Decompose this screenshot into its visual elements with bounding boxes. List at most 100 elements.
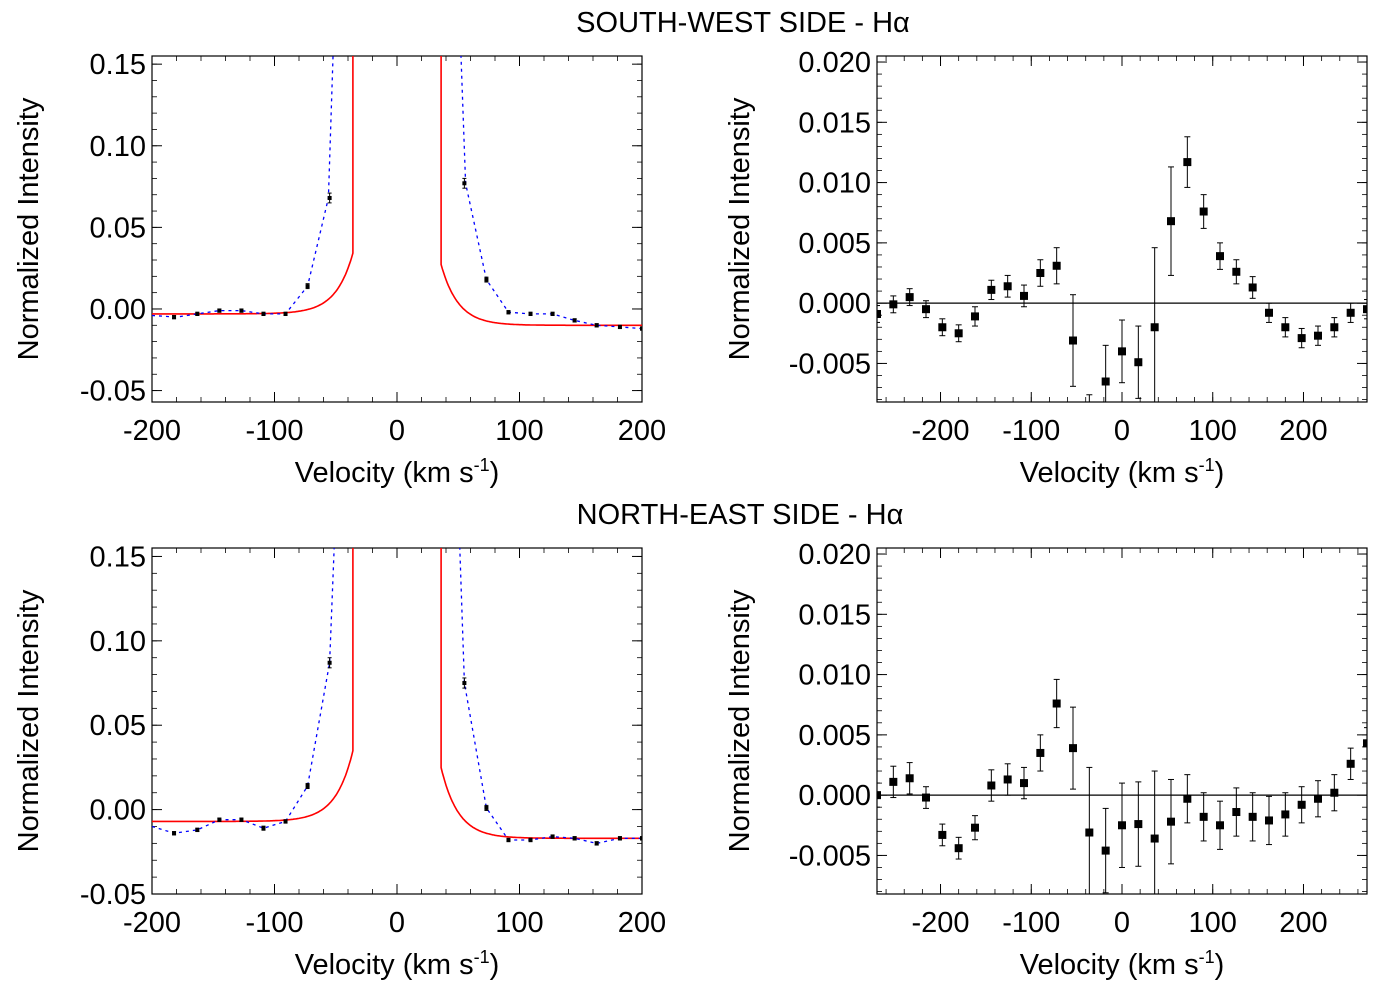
- data-point: [1052, 261, 1061, 270]
- data-point: [1281, 323, 1290, 332]
- y-axis-label: Normalized Intensity: [13, 97, 45, 360]
- data-point: [506, 310, 511, 315]
- data-point: [1118, 347, 1126, 356]
- y-tick-label: 0.015: [798, 599, 871, 631]
- x-axis-label: Velocity (km s-1): [1020, 947, 1225, 981]
- x-tick-label: 0: [389, 907, 405, 939]
- data-point: [1036, 269, 1045, 278]
- data-point: [195, 311, 200, 316]
- x-tick-label: 0: [1114, 415, 1130, 447]
- data-point: [1248, 283, 1257, 292]
- data-point: [640, 326, 642, 331]
- x-axis-label: Velocity (km s-1): [295, 455, 500, 489]
- data-point: [305, 284, 310, 289]
- data-point: [462, 181, 467, 186]
- data-point: [954, 329, 963, 338]
- data-point: [327, 195, 332, 200]
- y-tick-label: 0.020: [798, 47, 871, 79]
- y-tick-label: 0.05: [90, 710, 146, 742]
- data-point: [1363, 739, 1367, 748]
- fit-curve: [152, 548, 335, 834]
- y-tick-label: 0.010: [798, 660, 871, 692]
- data-point: [1183, 794, 1192, 803]
- data-point: [1069, 336, 1077, 345]
- y-tick-label: 0.00: [90, 795, 146, 827]
- bottom-section-title: NORTH-EAST SIDE - Hα: [577, 499, 904, 531]
- data-point: [640, 836, 642, 841]
- data-point: [1150, 834, 1159, 843]
- y-tick-label: 0.10: [90, 626, 146, 658]
- x-tick-label: -100: [245, 907, 303, 939]
- data-point: [1265, 816, 1273, 825]
- x-tick-label: -200: [911, 415, 969, 447]
- data-point: [217, 308, 222, 313]
- top-section-title: SOUTH-WEST SIDE - Hα: [576, 7, 910, 39]
- y-tick-label: 0.15: [90, 541, 146, 573]
- y-tick-label: 0.00: [90, 294, 146, 326]
- fit-curve: [459, 548, 642, 845]
- ne-residual-panel: -200 -100 0 100 200 -0.005 0.000 0.005 0.010 0.01…: [724, 539, 1368, 981]
- data-point: [954, 844, 963, 853]
- data-point: [905, 293, 914, 302]
- data-point: [1003, 282, 1012, 291]
- y-tick-label: 0.000: [798, 780, 871, 812]
- data-point: [528, 837, 533, 842]
- x-tick-label: 200: [618, 907, 666, 939]
- data-point: [572, 318, 577, 323]
- data-point: [1020, 291, 1028, 300]
- data-point: [971, 823, 979, 832]
- model-curve-right: [440, 56, 642, 327]
- data-point: [1101, 377, 1110, 386]
- ne-profile-panel: -200 -100 0 100 200 -0.05 0.00 0.05 0.10 0.15 Velo…: [13, 541, 666, 981]
- y-tick-label: 0.05: [90, 212, 146, 244]
- data-point: [1281, 810, 1290, 819]
- data-point: [484, 805, 489, 810]
- x-tick-label: 100: [495, 415, 543, 447]
- data-point: [617, 324, 622, 329]
- data-point: [922, 305, 930, 314]
- data-point: [462, 681, 467, 686]
- data-point: [922, 793, 930, 802]
- data-point: [594, 323, 599, 328]
- data-point: [239, 308, 244, 313]
- x-tick-label: -200: [123, 415, 181, 447]
- data-point: [283, 311, 288, 316]
- data-point: [1167, 817, 1175, 826]
- data-point: [1216, 821, 1224, 830]
- data-point: [1346, 308, 1355, 317]
- x-tick-label: 100: [1189, 907, 1237, 939]
- data-point: [1297, 334, 1306, 343]
- data-point: [1346, 759, 1355, 768]
- data-point: [1069, 744, 1077, 753]
- data-point: [305, 783, 310, 788]
- plot-frame: [151, 547, 643, 895]
- x-tick-label: -100: [1002, 907, 1060, 939]
- data-point: [971, 312, 979, 321]
- data-point: [1085, 828, 1094, 837]
- y-tick-label: 0.015: [798, 107, 871, 139]
- data-point: [1199, 812, 1208, 821]
- x-tick-label: -200: [911, 907, 969, 939]
- model-curve-left: [152, 56, 354, 315]
- y-tick-label: -0.005: [789, 348, 871, 380]
- data-point: [877, 309, 881, 318]
- data-point: [1216, 252, 1224, 261]
- y-tick-label: 0.000: [798, 288, 871, 320]
- y-tick-label: 0.005: [798, 228, 871, 260]
- x-axis-label: Velocity (km s-1): [1020, 455, 1225, 489]
- data-point: [1232, 267, 1241, 276]
- data-point: [1150, 323, 1159, 332]
- data-point: [572, 836, 577, 841]
- data-point: [1118, 821, 1126, 830]
- data-point: [938, 830, 947, 839]
- data-point: [1020, 779, 1028, 788]
- data-point: [550, 834, 555, 839]
- data-point: [1314, 794, 1322, 803]
- data-point: [1363, 305, 1367, 314]
- data-point: [261, 826, 266, 831]
- y-tick-label: 0.020: [798, 539, 871, 571]
- data-point: [905, 774, 914, 783]
- data-point: [1314, 331, 1322, 340]
- x-axis-label: Velocity (km s-1): [295, 947, 500, 981]
